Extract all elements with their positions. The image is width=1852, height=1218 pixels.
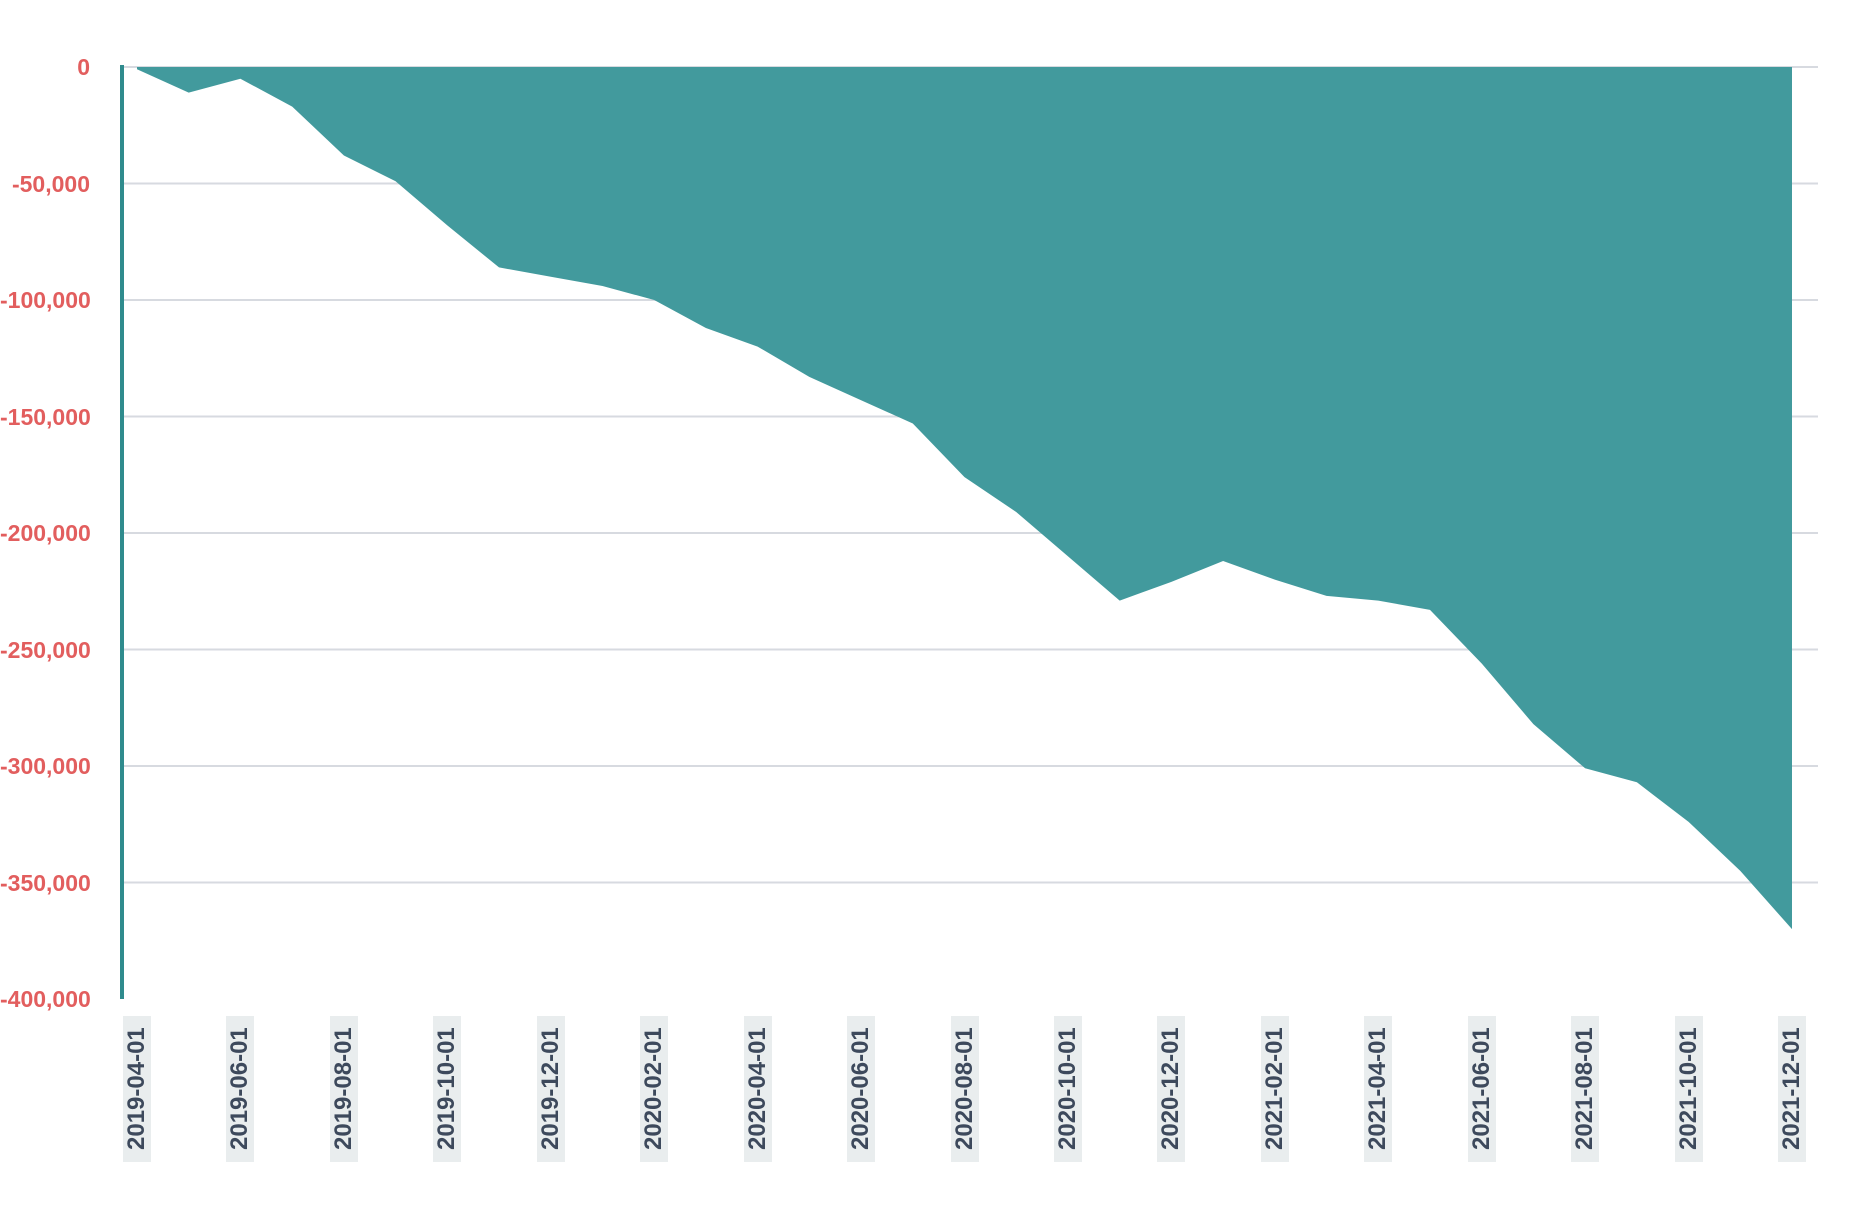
- x-axis-tick-label: 2020-02-01: [640, 1016, 669, 1162]
- area-series: [137, 67, 1792, 930]
- y-axis-tick-label: 0: [77, 54, 90, 80]
- x-axis-tick-label: 2019-06-01: [226, 1016, 255, 1162]
- y-axis-tick-label: -400,000: [0, 986, 91, 1012]
- x-axis-tick-label: 2021-10-01: [1674, 1016, 1703, 1162]
- x-axis-tick-label: 2021-04-01: [1364, 1016, 1393, 1162]
- x-axis-tick-label: 2019-04-01: [123, 1016, 151, 1162]
- x-axis-tick-label: 2020-06-01: [847, 1016, 876, 1162]
- y-axis-tick-label: -100,000: [0, 287, 91, 313]
- x-axis-tick-label: 2021-06-01: [1467, 1016, 1496, 1162]
- x-axis-tick-label: 2020-08-01: [950, 1016, 979, 1162]
- y-axis-tick-label: -300,000: [0, 753, 91, 779]
- y-axis-tick-label: -350,000: [0, 869, 91, 896]
- x-axis-tick-label: 2019-08-01: [329, 1016, 358, 1162]
- x-axis-tick-label: 2021-08-01: [1571, 1016, 1600, 1162]
- x-axis-tick-label: 2020-12-01: [1157, 1016, 1186, 1162]
- y-axis-tick-label: -250,000: [0, 636, 91, 663]
- y-axis-tick-label: -50,000: [11, 170, 90, 197]
- x-axis-tick-label: 2020-04-01: [743, 1016, 772, 1162]
- y-axis-tick-label: -150,000: [0, 403, 91, 430]
- x-axis-tick-label: 2019-12-01: [536, 1016, 565, 1162]
- x-axis-tick-label: 2019-10-01: [433, 1016, 462, 1162]
- y-axis-tick-label: -200,000: [0, 520, 91, 546]
- x-axis-tick-label: 2021-02-01: [1260, 1016, 1289, 1162]
- x-axis-tick-label: 2020-10-01: [1053, 1016, 1082, 1162]
- x-axis-tick-label: 2021-12-01: [1778, 1016, 1806, 1162]
